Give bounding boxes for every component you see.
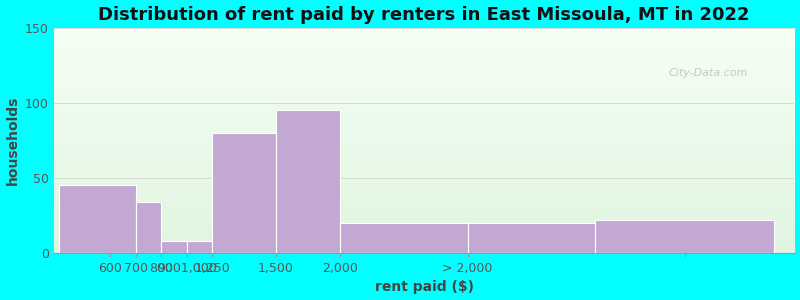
Bar xyxy=(340,223,467,253)
Bar xyxy=(135,202,161,253)
Bar xyxy=(212,133,276,253)
Text: City-Data.com: City-Data.com xyxy=(669,68,748,78)
Bar xyxy=(467,223,595,253)
Bar xyxy=(59,185,135,253)
X-axis label: rent paid ($): rent paid ($) xyxy=(374,280,474,294)
Bar xyxy=(186,241,212,253)
Title: Distribution of rent paid by renters in East Missoula, MT in 2022: Distribution of rent paid by renters in … xyxy=(98,6,750,24)
Bar xyxy=(276,110,340,253)
Bar xyxy=(595,220,774,253)
Bar xyxy=(161,241,186,253)
Y-axis label: households: households xyxy=(6,96,19,185)
